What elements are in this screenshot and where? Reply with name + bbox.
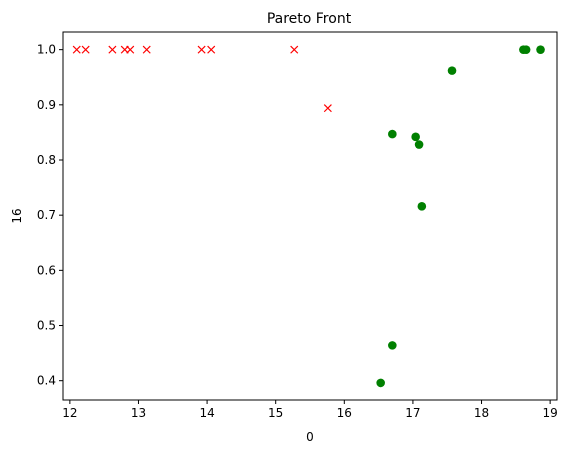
y-tick-label: 0.5 [37, 319, 56, 333]
y-tick-label: 0.6 [37, 263, 56, 277]
plot-area-frame [62, 31, 558, 401]
x-axis-label: 0 [306, 430, 314, 444]
y-tick-label: 0.7 [37, 208, 56, 222]
red-x-marker [72, 45, 81, 54]
green-dot-marker [388, 129, 397, 139]
green-dot-marker [447, 66, 457, 75]
green-dot-marker [417, 202, 427, 211]
x-tick-label: 15 [268, 406, 283, 420]
x-tick-label: 13 [131, 406, 146, 420]
red-x-marker [81, 45, 90, 54]
red-x-marker [323, 104, 332, 113]
green-dot-marker [388, 341, 397, 350]
green-dot-marker [536, 45, 545, 54]
y-tick-label: 0.9 [37, 98, 56, 112]
red-x-marker [290, 45, 299, 54]
x-tick-label: 16 [337, 406, 352, 420]
red-x-marker [142, 45, 151, 54]
x-tick-label: 19 [542, 406, 557, 420]
y-tick-label: 1.0 [37, 43, 56, 57]
x-tick-label: 18 [474, 406, 489, 420]
x-tick-label: 14 [199, 406, 214, 420]
green-dot-marker [411, 132, 420, 142]
y-tick-label: 0.4 [37, 374, 56, 388]
green-dot-marker [414, 140, 424, 149]
red-x-marker [207, 45, 216, 54]
x-tick-label: 17 [405, 406, 420, 420]
x-tick-label: 12 [62, 406, 77, 420]
red-x-marker [108, 45, 117, 54]
green-dot-marker [376, 378, 385, 388]
red-x-marker [126, 45, 135, 54]
chart-title: Pareto Front [267, 11, 352, 27]
y-tick-label: 0.8 [37, 153, 56, 167]
y-axis-label: 16 [10, 208, 24, 223]
red-x-marker [197, 45, 206, 54]
green-dot-marker [521, 45, 531, 54]
